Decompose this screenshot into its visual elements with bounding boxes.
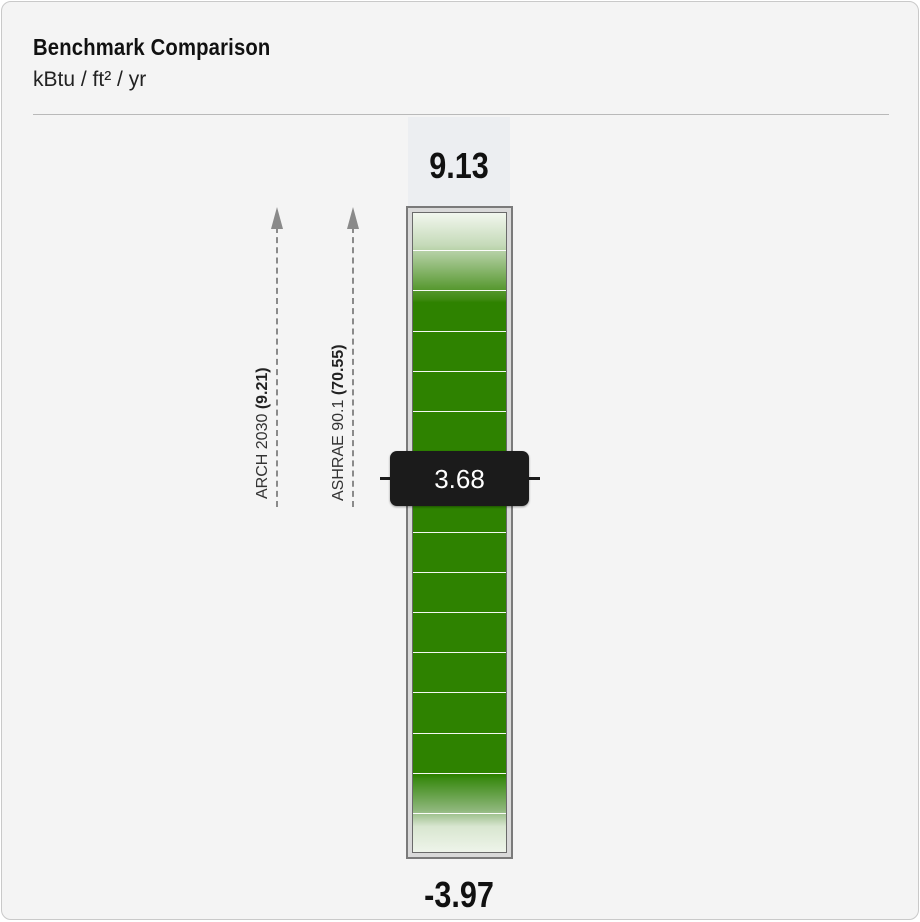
arrow-up-icon xyxy=(347,207,359,229)
gauge-tick xyxy=(413,411,506,412)
benchmark-name: ARCH 2030 xyxy=(254,413,271,499)
gauge-tick xyxy=(413,572,506,573)
benchmark-value: (9.21) xyxy=(254,367,271,410)
gauge-tick xyxy=(413,612,506,613)
current-value-label: 3.68 xyxy=(434,464,485,494)
gauge-bar xyxy=(406,206,513,859)
ashrae-90-1-label: ASHRAE 90.1 (70.55) xyxy=(330,344,348,501)
card-title: Benchmark Comparison xyxy=(33,34,271,60)
arrow-up-icon xyxy=(271,207,283,229)
gauge-tick xyxy=(413,250,506,251)
gauge-fill xyxy=(412,212,507,853)
gauge-tick xyxy=(413,773,506,774)
gauge-tick xyxy=(413,733,506,734)
gauge-tick xyxy=(413,532,506,533)
gauge-tick xyxy=(413,813,506,814)
arch-2030-marker xyxy=(267,207,287,507)
gauge-tick xyxy=(413,652,506,653)
gauge-tick xyxy=(413,331,506,332)
gauge-max-value: 9.13 xyxy=(429,145,489,186)
dashed-line xyxy=(352,227,354,507)
card-subtitle: kBtu / ft² / yr xyxy=(33,68,147,91)
divider xyxy=(33,114,889,115)
gauge-tick xyxy=(413,371,506,372)
gauge-tick xyxy=(413,290,506,291)
gauge-min-value: -3.97 xyxy=(424,874,494,915)
dashed-line xyxy=(276,227,278,507)
benchmark-name: ASHRAE 90.1 xyxy=(330,399,347,501)
gauge-tick xyxy=(413,692,506,693)
max-value-highlight xyxy=(408,117,510,207)
ashrae-90-1-marker xyxy=(343,207,363,507)
benchmark-value: (70.55) xyxy=(330,344,347,396)
current-value-indicator[interactable]: 3.68 xyxy=(390,451,529,506)
arch-2030-label: ARCH 2030 (9.21) xyxy=(254,367,272,499)
